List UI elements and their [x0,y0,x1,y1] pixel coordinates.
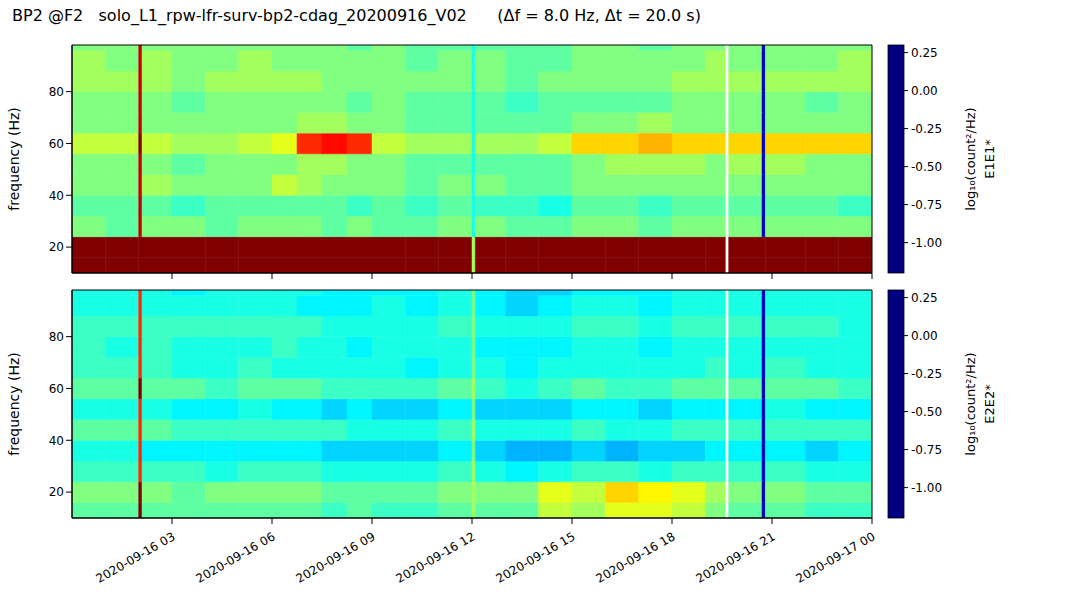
svg-text:-1.00: -1.00 [911,481,942,495]
svg-text:2020-09-16 06: 2020-09-16 06 [194,529,278,586]
svg-text:0.00: 0.00 [911,84,938,98]
svg-text:80: 80 [49,85,64,99]
html-text:BP2 @F2 solo_L1_rpw-lfr-surv-b: BP2 @F2 solo_L1_rpw-lfr-surv-bp2-cdag_20… [12,6,701,25]
svg-text:2020-09-16 15: 2020-09-16 15 [494,529,578,586]
svg-text:frequency (Hz): frequency (Hz) [6,352,22,455]
svg-text:2020-09-16 03: 2020-09-16 03 [94,529,178,586]
svg-text:-0.50: -0.50 [911,405,942,419]
svg-text:log₁₀(count²/Hz): log₁₀(count²/Hz) [963,352,978,455]
svg-text:2020-09-16 12: 2020-09-16 12 [394,529,478,586]
svg-text:80: 80 [49,330,64,344]
svg-text:60: 60 [49,137,64,151]
svg-text:-0.75: -0.75 [911,443,942,457]
svg-text:2020-09-16 18: 2020-09-16 18 [594,529,678,586]
svg-text:60: 60 [49,382,64,396]
svg-text:40: 40 [49,434,64,448]
svg-text:-1.00: -1.00 [911,236,942,250]
svg-text:2020-09-16 21: 2020-09-16 21 [694,529,778,586]
svg-text:E2E2*: E2E2* [982,384,997,424]
svg-text:20: 20 [49,240,64,254]
svg-text:-0.75: -0.75 [911,198,942,212]
svg-text:E1E1*: E1E1* [982,139,997,179]
svg-text:-0.50: -0.50 [911,160,942,174]
svg-text:frequency (Hz): frequency (Hz) [6,107,22,210]
svg-text:-0.25: -0.25 [911,122,942,136]
svg-text:-0.25: -0.25 [911,367,942,381]
svg-text:log₁₀(count²/Hz): log₁₀(count²/Hz) [963,107,978,210]
svg-text:0.00: 0.00 [911,329,938,343]
svg-text:2020-09-17 00: 2020-09-17 00 [794,529,878,586]
svg-text:20: 20 [49,485,64,499]
svg-text:2020-09-16 09: 2020-09-16 09 [294,529,378,586]
svg-text:0.25: 0.25 [911,46,938,60]
svg-text:40: 40 [49,189,64,203]
svg-text:0.25: 0.25 [911,291,938,305]
